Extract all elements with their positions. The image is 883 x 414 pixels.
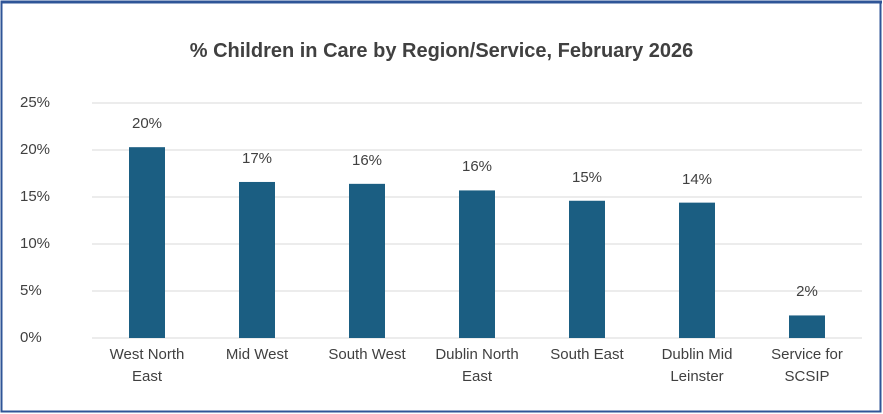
x-tick-label: West North East: [109, 346, 185, 385]
y-tick-label: 5%: [20, 282, 42, 299]
y-tick-label: 10%: [20, 235, 51, 252]
bar: [459, 190, 495, 338]
value-label: 20%: [131, 115, 163, 133]
bar: [349, 183, 385, 338]
bar: [789, 315, 825, 338]
y-tick-label: 0%: [20, 329, 42, 346]
x-tick-label: South East: [550, 346, 624, 363]
bar: [129, 147, 165, 338]
bar: [679, 202, 715, 338]
x-tick-label: Dublin North East: [435, 346, 519, 385]
value-label: 14%: [681, 170, 713, 188]
y-tick-label: 15%: [20, 188, 51, 205]
value-label: 17%: [241, 149, 273, 167]
value-label: 2%: [796, 283, 818, 301]
x-tick-label: Dublin Mid Leinster: [661, 346, 733, 385]
value-label: 16%: [351, 151, 383, 169]
x-tick-label: South West: [328, 346, 406, 363]
bar: [239, 181, 275, 338]
bar: [569, 200, 605, 338]
value-label: 16%: [461, 158, 493, 176]
x-tick-label: Mid West: [225, 346, 289, 363]
x-tick-label: Service for SCSIP: [771, 346, 843, 385]
chart-title: % Children in Care by Region/Service, Fe…: [189, 40, 694, 62]
value-label: 15%: [571, 168, 603, 186]
y-tick-label: 25%: [20, 94, 51, 111]
y-tick-label: 20%: [20, 141, 51, 158]
